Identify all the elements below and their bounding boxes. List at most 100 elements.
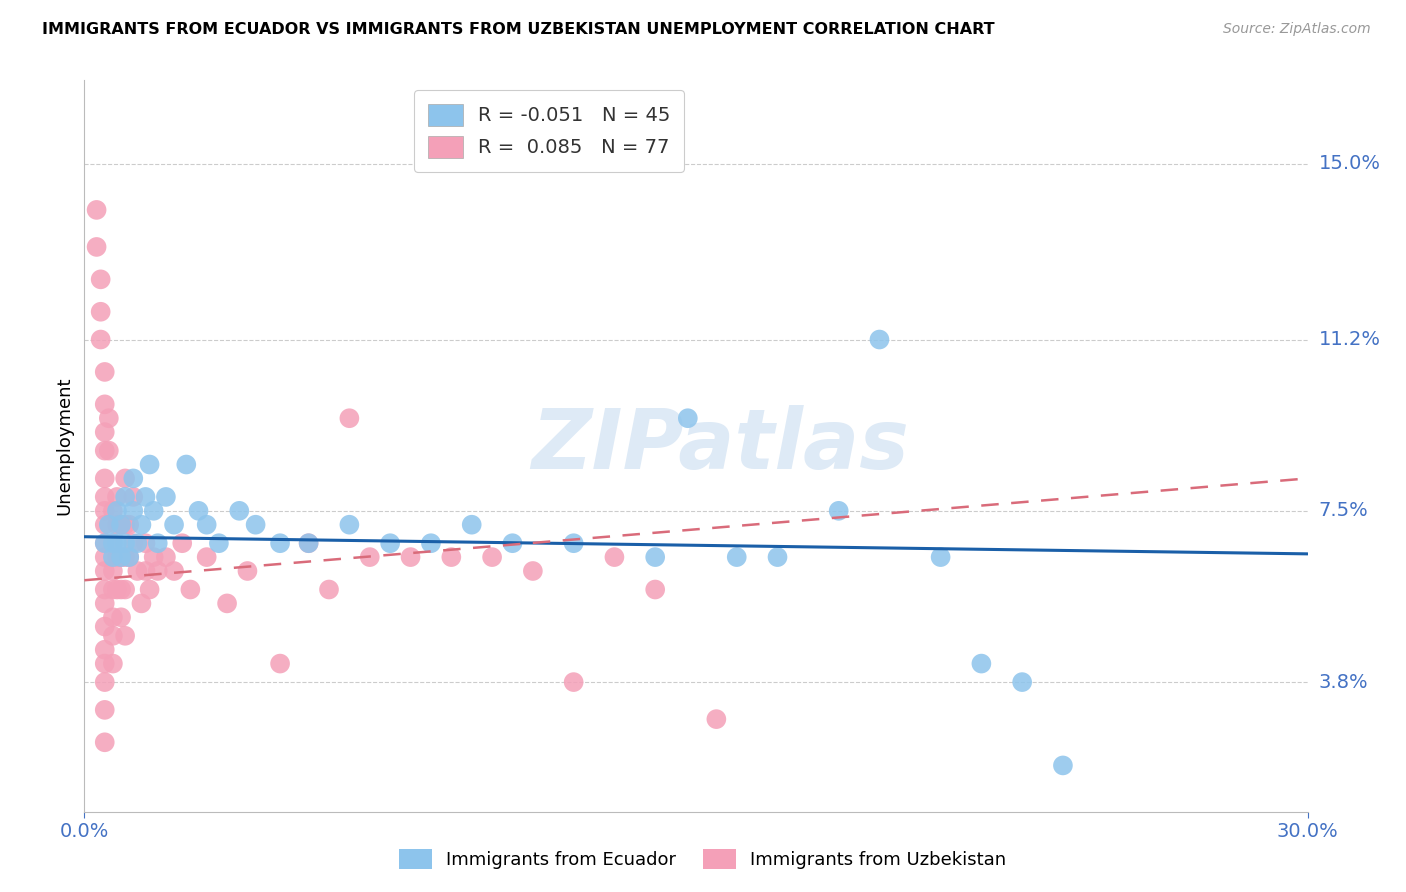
Point: [93, 642, 115, 657]
Point: [481, 550, 503, 565]
Point: [114, 536, 136, 550]
Point: [93, 471, 115, 485]
Point: [86, 202, 108, 217]
Point: [339, 411, 360, 425]
Point: [644, 582, 666, 597]
Point: [101, 564, 124, 578]
Point: [195, 550, 218, 565]
Point: [90, 333, 112, 347]
Point: [138, 582, 160, 597]
Point: [93, 517, 115, 532]
Legend: Immigrants from Ecuador, Immigrants from Uzbekistan: Immigrants from Ecuador, Immigrants from…: [391, 839, 1015, 879]
Text: IMMIGRANTS FROM ECUADOR VS IMMIGRANTS FROM UZBEKISTAN UNEMPLOYMENT CORRELATION C: IMMIGRANTS FROM ECUADOR VS IMMIGRANTS FR…: [42, 22, 995, 37]
Point: [93, 397, 115, 411]
Point: [131, 596, 153, 610]
Point: [97, 517, 120, 532]
Point: [93, 703, 115, 717]
Point: [114, 550, 136, 565]
Point: [93, 582, 115, 597]
Point: [725, 550, 748, 565]
Point: [440, 550, 463, 565]
Point: [1052, 758, 1074, 772]
Point: [86, 240, 108, 254]
Point: [522, 564, 544, 578]
Point: [118, 550, 141, 565]
Point: [114, 490, 136, 504]
Text: Source: ZipAtlas.com: Source: ZipAtlas.com: [1223, 22, 1371, 37]
Point: [93, 675, 115, 690]
Legend: R = -0.051   N = 45, R =  0.085   N = 77: R = -0.051 N = 45, R = 0.085 N = 77: [415, 90, 685, 172]
Point: [461, 517, 484, 532]
Point: [146, 536, 169, 550]
Point: [174, 458, 197, 472]
Point: [127, 564, 149, 578]
Point: [187, 504, 209, 518]
Point: [93, 657, 115, 671]
Point: [101, 504, 124, 518]
Point: [105, 504, 128, 518]
Point: [93, 735, 115, 749]
Point: [122, 471, 145, 485]
Point: [114, 582, 136, 597]
Point: [420, 536, 443, 550]
Point: [90, 272, 112, 286]
Point: [179, 582, 201, 597]
Point: [127, 536, 149, 550]
Point: [105, 550, 128, 565]
Point: [970, 657, 993, 671]
Text: ZIPatlas: ZIPatlas: [531, 406, 910, 486]
Point: [501, 536, 523, 550]
Point: [105, 582, 128, 597]
Point: [93, 550, 115, 565]
Point: [827, 504, 849, 518]
Point: [1011, 675, 1033, 690]
Text: 7.5%: 7.5%: [1319, 501, 1368, 520]
Point: [93, 365, 115, 379]
Point: [93, 443, 115, 458]
Point: [135, 536, 157, 550]
Point: [93, 564, 115, 578]
Point: [105, 517, 128, 532]
Point: [110, 517, 132, 532]
Point: [101, 629, 124, 643]
Point: [562, 675, 585, 690]
Point: [97, 443, 120, 458]
Point: [172, 536, 194, 550]
Point: [135, 564, 157, 578]
Text: 15.0%: 15.0%: [1319, 154, 1381, 173]
Point: [122, 536, 145, 550]
Point: [93, 536, 115, 550]
Point: [110, 550, 132, 565]
Point: [236, 564, 259, 578]
Point: [644, 550, 666, 565]
Point: [359, 550, 381, 565]
Point: [90, 304, 112, 318]
Point: [380, 536, 402, 550]
Point: [93, 596, 115, 610]
Point: [195, 517, 218, 532]
Point: [146, 564, 169, 578]
Point: [131, 517, 153, 532]
Point: [245, 517, 267, 532]
Point: [93, 536, 115, 550]
Point: [114, 629, 136, 643]
Text: 3.8%: 3.8%: [1319, 673, 1368, 691]
Point: [163, 564, 186, 578]
Y-axis label: Unemployment: Unemployment: [55, 376, 73, 516]
Point: [101, 657, 124, 671]
Point: [110, 610, 132, 624]
Point: [318, 582, 340, 597]
Point: [298, 536, 321, 550]
Point: [93, 619, 115, 633]
Point: [298, 536, 321, 550]
Point: [118, 550, 141, 565]
Point: [110, 582, 132, 597]
Point: [97, 411, 120, 425]
Point: [101, 536, 124, 550]
Point: [339, 517, 360, 532]
Text: 11.2%: 11.2%: [1319, 330, 1381, 349]
Point: [105, 490, 128, 504]
Point: [869, 333, 891, 347]
Point: [118, 517, 141, 532]
Point: [676, 411, 699, 425]
